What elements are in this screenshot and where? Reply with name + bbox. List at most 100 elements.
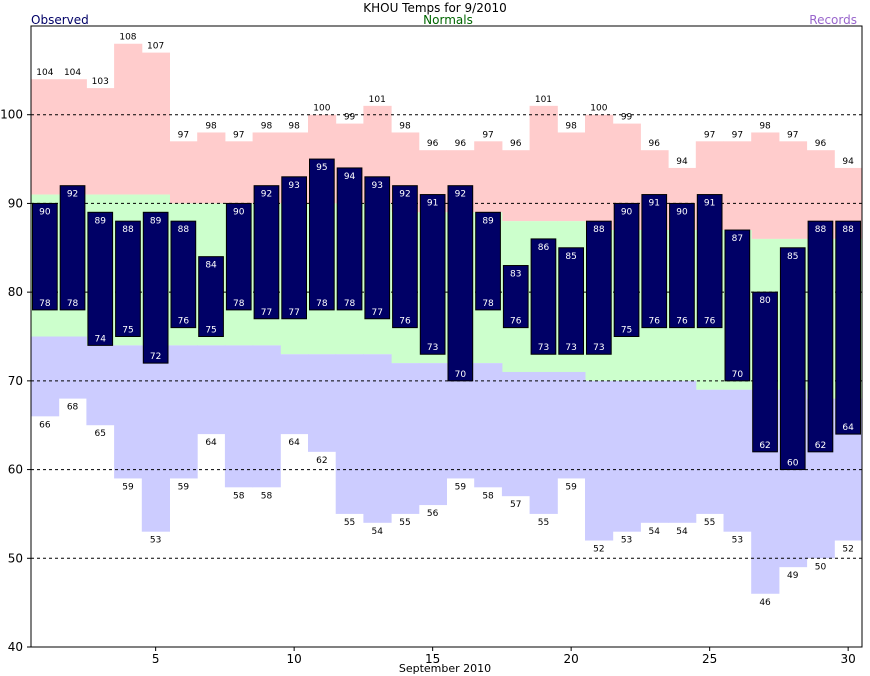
observed-low-label: 76 — [649, 317, 661, 327]
observed-low-label: 62 — [759, 441, 770, 451]
observed-low-label: 64 — [842, 423, 854, 433]
observed-high-label: 93 — [288, 181, 299, 191]
record-high-label: 98 — [261, 121, 273, 131]
observed-low-label: 73 — [593, 343, 604, 353]
observed-high-label: 91 — [427, 199, 438, 209]
record-high-label: 108 — [119, 33, 136, 43]
legend-normals: Normals — [423, 13, 473, 27]
observed-high-label: 88 — [815, 225, 827, 235]
y-tick-label: 50 — [8, 551, 23, 565]
record-high-label: 96 — [455, 139, 467, 149]
record-low-label: 59 — [455, 482, 467, 492]
y-tick-label: 40 — [8, 640, 23, 654]
record-high-band-day — [474, 141, 503, 213]
y-tick-label: 70 — [8, 374, 23, 388]
record-low-band-day — [141, 345, 170, 532]
observed-low-label: 75 — [122, 326, 133, 336]
record-high-band-day — [585, 114, 614, 231]
observed-low-label: 77 — [261, 308, 272, 318]
record-high-band-day — [778, 141, 808, 239]
record-low-label: 55 — [344, 518, 355, 528]
record-high-band-day — [557, 132, 586, 222]
observed-high-label: 92 — [399, 190, 410, 200]
record-high-label: 97 — [482, 130, 493, 140]
observed-low-label: 72 — [150, 352, 161, 362]
record-low-label: 66 — [39, 420, 51, 430]
observed-high-label: 92 — [261, 190, 272, 200]
observed-low-label: 74 — [95, 334, 107, 344]
observed-bar — [419, 194, 446, 355]
record-low-band-day — [335, 354, 364, 514]
record-low-band-day — [169, 345, 198, 479]
x-tick-label: 25 — [702, 652, 717, 666]
record-low-label: 53 — [621, 536, 632, 546]
x-axis-label: September 2010 — [399, 662, 491, 675]
observed-low-label: 76 — [178, 317, 190, 327]
record-low-band-day — [585, 380, 614, 541]
record-low-band-day — [640, 380, 669, 523]
observed-bar — [475, 211, 501, 311]
observed-low-label: 75 — [621, 326, 632, 336]
observed-low-label: 73 — [538, 343, 549, 353]
record-high-band-day — [31, 79, 60, 195]
x-tick-label: 15 — [425, 652, 440, 666]
observed-low-label: 73 — [565, 343, 576, 353]
observed-bar — [779, 247, 806, 471]
record-high-label: 104 — [64, 68, 81, 78]
observed-bar — [752, 291, 778, 453]
record-low-label: 52 — [593, 545, 604, 555]
record-high-label: 97 — [732, 130, 743, 140]
record-low-band-day — [723, 389, 752, 532]
record-high-label: 99 — [344, 113, 356, 123]
observed-low-label: 76 — [676, 317, 688, 327]
record-low-label: 55 — [399, 518, 410, 528]
record-low-band-day — [224, 345, 254, 488]
observed-high-label: 91 — [649, 199, 660, 209]
record-low-band-day — [474, 363, 503, 488]
observed-bar — [115, 220, 141, 338]
record-low-band-day — [391, 363, 420, 514]
observed-low-label: 77 — [372, 308, 383, 318]
record-high-band-day — [723, 141, 752, 231]
observed-high-label: 85 — [787, 252, 798, 262]
record-high-band-day — [224, 141, 254, 204]
record-high-label: 99 — [621, 113, 633, 123]
record-high-label: 101 — [535, 95, 552, 105]
y-axis: 40 50 60 70 80 90 100 — [0, 108, 31, 654]
record-low-label: 58 — [233, 491, 245, 501]
observed-low-label: 76 — [399, 317, 411, 327]
observed-low-label: 78 — [39, 299, 51, 309]
observed-high-label: 83 — [510, 270, 521, 280]
grid-lines — [31, 114, 862, 559]
observed-low-label: 60 — [787, 459, 799, 469]
record-low-band-day — [308, 354, 337, 452]
record-low-band-day — [557, 371, 586, 479]
observed-high-label: 85 — [565, 252, 576, 262]
observed-bar — [613, 202, 640, 337]
x-axis: 5 10 15 20 25 30 — [152, 647, 856, 666]
record-low-label: 56 — [427, 509, 439, 519]
record-low-label: 46 — [759, 598, 771, 608]
observed-low-label: 70 — [732, 370, 744, 380]
observed-high-label: 84 — [205, 261, 217, 271]
observed-high-label: 87 — [732, 234, 743, 244]
observed-bar — [502, 265, 529, 329]
observed-high-label: 88 — [122, 225, 134, 235]
observed-high-label: 88 — [593, 225, 605, 235]
observed-high-label: 90 — [233, 207, 245, 217]
record-high-band-day — [501, 150, 531, 222]
observed-bar — [59, 185, 86, 311]
observed-low-label: 78 — [67, 299, 79, 309]
observed-low-label: 76 — [704, 317, 716, 327]
record-high-label: 98 — [288, 121, 300, 131]
record-high-band-day — [529, 105, 558, 222]
record-high-label: 103 — [92, 77, 109, 87]
record-high-label: 100 — [313, 104, 330, 114]
observed-bar — [32, 202, 58, 311]
record-high-label: 94 — [676, 157, 688, 167]
record-high-label: 101 — [369, 95, 386, 105]
observed-low-label: 70 — [455, 370, 467, 380]
observed-high-label: 92 — [67, 190, 78, 200]
record-high-band-day — [751, 132, 780, 239]
